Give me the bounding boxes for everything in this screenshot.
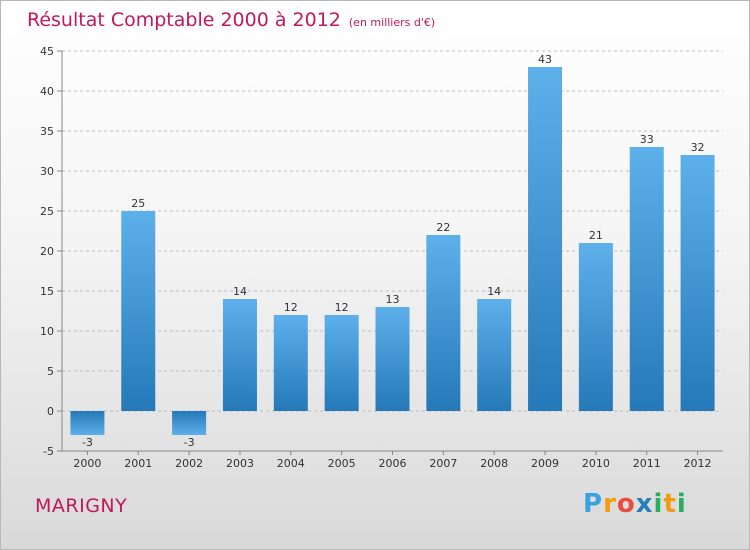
y-tick-label: 25 [40,205,54,218]
logo-letter: x [635,489,654,519]
data-label: 22 [436,221,450,234]
x-tick-label: 2005 [328,457,356,470]
y-tick-label: 45 [40,45,54,58]
x-tick-label: 2004 [277,457,305,470]
data-label: -3 [82,436,93,449]
x-tick-label: 2003 [226,457,254,470]
bar [172,411,207,435]
x-tick-label: 2010 [582,457,610,470]
chart-title: Résultat Comptable 2000 à 2012 (en millie… [27,9,435,31]
logo-letter: i [653,489,664,519]
logo-letter: r [603,489,617,519]
data-label: 12 [284,301,298,314]
bar [375,307,410,411]
data-label: -3 [184,436,195,449]
logo-letter: P [583,489,604,519]
bar [578,243,613,411]
chart-subtitle: (en milliers d'€) [348,16,436,29]
chart-title-main: Résultat Comptable 2000 à 2012 [27,9,341,31]
y-tick-label: 0 [47,405,54,418]
y-tick-label: -5 [43,445,54,458]
logo-letter: o [616,489,636,519]
x-tick-label: 2007 [429,457,457,470]
commune-name: MARIGNY [35,495,128,517]
bar [273,315,308,411]
data-label: 12 [335,301,349,314]
x-tick-label: 2011 [633,457,661,470]
x-tick-label: 2002 [175,457,203,470]
bar [222,299,257,411]
data-label: 32 [691,141,705,154]
bar [121,211,156,411]
x-tick-label: 2008 [480,457,508,470]
bar [70,411,105,435]
x-tick-label: 2009 [531,457,559,470]
y-tick-label: 10 [40,325,54,338]
data-label: 14 [487,285,501,298]
x-tick-label: 2001 [124,457,152,470]
y-tick-label: 20 [40,245,54,258]
y-tick-label: 15 [40,285,54,298]
data-label: 13 [386,293,400,306]
x-tick-label: 2012 [684,457,712,470]
logo-letter: t [663,489,677,519]
y-tick-label: 5 [47,365,54,378]
bar [528,67,563,411]
data-label: 14 [233,285,247,298]
y-tick-label: 35 [40,125,54,138]
data-label: 21 [589,229,603,242]
bar [680,155,715,411]
x-tick-label: 2000 [73,457,101,470]
data-label: 33 [640,133,654,146]
bar [477,299,512,411]
y-tick-label: 40 [40,85,54,98]
bar [426,235,461,411]
bar [629,147,664,411]
bar [324,315,359,411]
x-tick-label: 2006 [379,457,407,470]
proxiti-logo[interactable]: Proxiti [583,489,687,519]
logo-letter: i [676,489,687,519]
y-tick-label: 30 [40,165,54,178]
data-label: 43 [538,53,552,66]
data-label: 25 [131,197,145,210]
